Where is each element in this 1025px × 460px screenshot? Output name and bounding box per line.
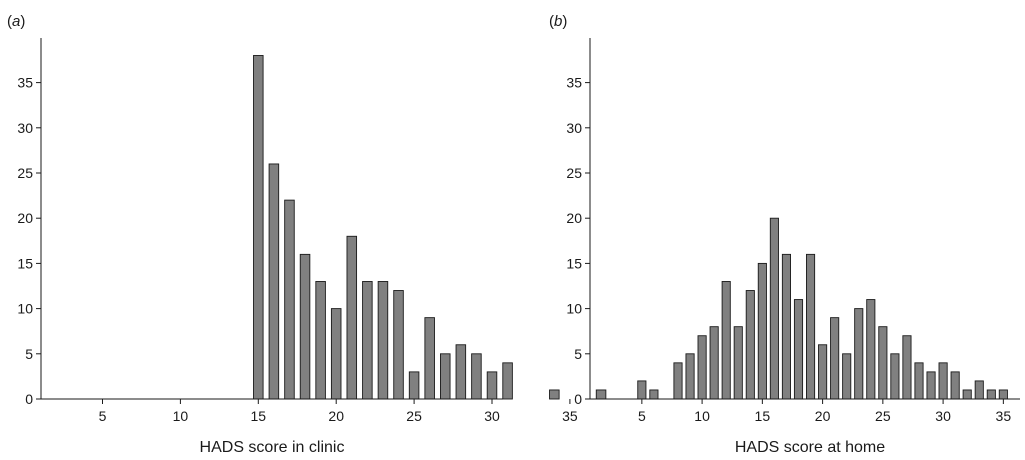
- panel-a-y-tick-label-20: 20: [17, 210, 33, 226]
- panel-b-x-tick-label-20: 20: [815, 408, 831, 424]
- panel-b: (b) 0 5 10 15 20 25 30 35 5 10 15 20 25 30 35 HADS sc…: [549, 13, 1020, 456]
- panel-b-bar-14: [745, 290, 755, 400]
- panel-b-bar-21: [830, 317, 840, 400]
- panel-a-bar-28: [455, 344, 467, 400]
- panel-b-x-ticks: 5 10 15 20 25 30 35: [638, 399, 1011, 424]
- panel-b-y-tick-label-10: 10: [566, 301, 582, 317]
- panel-b-bar-30: [938, 362, 948, 400]
- panel-a-bar-15: [253, 55, 264, 400]
- panel-b-bar-28: [914, 362, 924, 400]
- panel-b-x-tick-label-35: 35: [996, 408, 1012, 424]
- panel-b-x-tick-label-25: 25: [875, 408, 891, 424]
- panel-b-bar-25: [878, 326, 888, 400]
- panel-b-y-tick-label-20: 20: [566, 210, 582, 226]
- panel-b-y-tick-label-30: 30: [566, 120, 582, 136]
- panel-b-bar-33: [974, 380, 984, 400]
- panel-a-y-tick-label-30: 30: [17, 120, 33, 136]
- panel-b-bar-22: [842, 353, 852, 400]
- panel-a-y-tick-label-5: 5: [25, 346, 33, 362]
- panel-a-y-tick-label-10: 10: [17, 301, 33, 317]
- panel-b-bar-24: [866, 299, 876, 400]
- panel-a-y-tick-label-0: 0: [25, 391, 33, 407]
- panel-a-x-axis-title: HADS score in clinic: [200, 439, 345, 456]
- panel-a-bar-34: [549, 389, 560, 400]
- panel-b-y-tick-label-0: 0: [574, 391, 582, 407]
- panel-a-x-tick-label-25: 25: [406, 408, 422, 424]
- panel-a-x-tick-label-15: 15: [251, 408, 267, 424]
- panel-a-label: (a): [7, 13, 25, 30]
- panel-a-bar-25: [408, 371, 420, 400]
- panel-a-bar-31: [502, 362, 513, 400]
- panel-a-bar-30: [486, 371, 498, 400]
- panel-b-y-tick-label-35: 35: [566, 75, 582, 91]
- panel-a-bar-20: [330, 308, 342, 400]
- panel-b-y-tick-label-5: 5: [574, 346, 582, 362]
- panel-b-bar-19: [806, 253, 816, 400]
- panel-a-y-ticks: 0 5 10 15 20 25 30 35: [17, 75, 41, 407]
- panel-b-bars: [637, 217, 1008, 400]
- panel-a-x-ticks: 5 10 15 20 25 30 35: [99, 399, 578, 424]
- panel-a-bar-23: [377, 281, 389, 400]
- panel-b-y-ticks: 0 5 10 15 20 25 30 35: [566, 75, 590, 407]
- panel-b-x-tick-label-30: 30: [935, 408, 951, 424]
- panel-b-bar-17: [781, 253, 791, 400]
- panel-b-bar-31: [950, 371, 960, 400]
- panel-b-bar-18: [793, 299, 804, 400]
- panel-a-bar-21: [346, 235, 358, 400]
- panel-b-bar-34: [986, 389, 996, 400]
- panel-b-bar-23: [854, 308, 864, 400]
- panel-b-y-tick-label-25: 25: [566, 165, 582, 181]
- panel-a-bars: [253, 55, 607, 400]
- panel-b-bar-8: [673, 362, 683, 400]
- panel-a-x-tick-label-20: 20: [328, 408, 344, 424]
- panel-b-bar-12: [721, 281, 731, 400]
- panel-b-bar-5: [637, 380, 647, 400]
- panel-a-bar-27: [440, 353, 451, 400]
- panel-b-bar-35: [998, 389, 1008, 400]
- panel-a-x-tick-label-5: 5: [99, 408, 107, 424]
- panel-a-y-tick-label-25: 25: [17, 165, 33, 181]
- panel-b-x-tick-label-10: 10: [694, 408, 710, 424]
- panel-b-bar-10: [697, 335, 707, 400]
- panel-b-bar-26: [890, 353, 900, 400]
- panel-a-bar-19: [315, 281, 326, 400]
- panel-b-bar-27: [902, 335, 912, 400]
- panel-b-bar-16: [769, 217, 779, 400]
- panel-a-bar-22: [362, 281, 373, 400]
- panel-a-bar-16: [268, 163, 280, 400]
- panel-a: (a) 0 5 10 15 20 25 30 35 5 10 15 20 25 30 35 HADS sc…: [7, 13, 607, 456]
- panel-b-bar-13: [733, 326, 743, 400]
- panel-b-bar-6: [649, 389, 659, 400]
- panel-b-y-tick-label-15: 15: [566, 255, 582, 271]
- panel-a-bar-29: [471, 353, 482, 400]
- panel-b-bar-32: [962, 389, 972, 400]
- panel-b-bar-11: [709, 326, 719, 400]
- panel-b-label: (b): [549, 13, 567, 30]
- panel-a-x-tick-label-10: 10: [173, 408, 189, 424]
- panel-b-x-axis-title: HADS score at home: [735, 439, 885, 456]
- panel-b-x-tick-label-15: 15: [755, 408, 771, 424]
- panel-b-x-tick-label-5: 5: [638, 408, 646, 424]
- panel-b-bar-9: [685, 353, 695, 400]
- panel-a-y-tick-label-15: 15: [17, 255, 33, 271]
- panel-a-bar-26: [424, 317, 435, 400]
- panel-a-bar-24: [393, 290, 404, 400]
- panel-a-bar-18: [299, 253, 311, 400]
- panel-a-x-tick-label-35: 35: [562, 408, 578, 424]
- panel-a-y-tick-label-35: 35: [17, 75, 33, 91]
- panel-b-bar-15: [757, 262, 767, 400]
- panel-a-x-tick-label-30: 30: [484, 408, 500, 424]
- panel-a-bar-17: [284, 199, 295, 400]
- panel-a-bar-37: [595, 389, 607, 400]
- panel-b-bar-20: [818, 344, 828, 400]
- panel-b-bar-29: [926, 371, 936, 400]
